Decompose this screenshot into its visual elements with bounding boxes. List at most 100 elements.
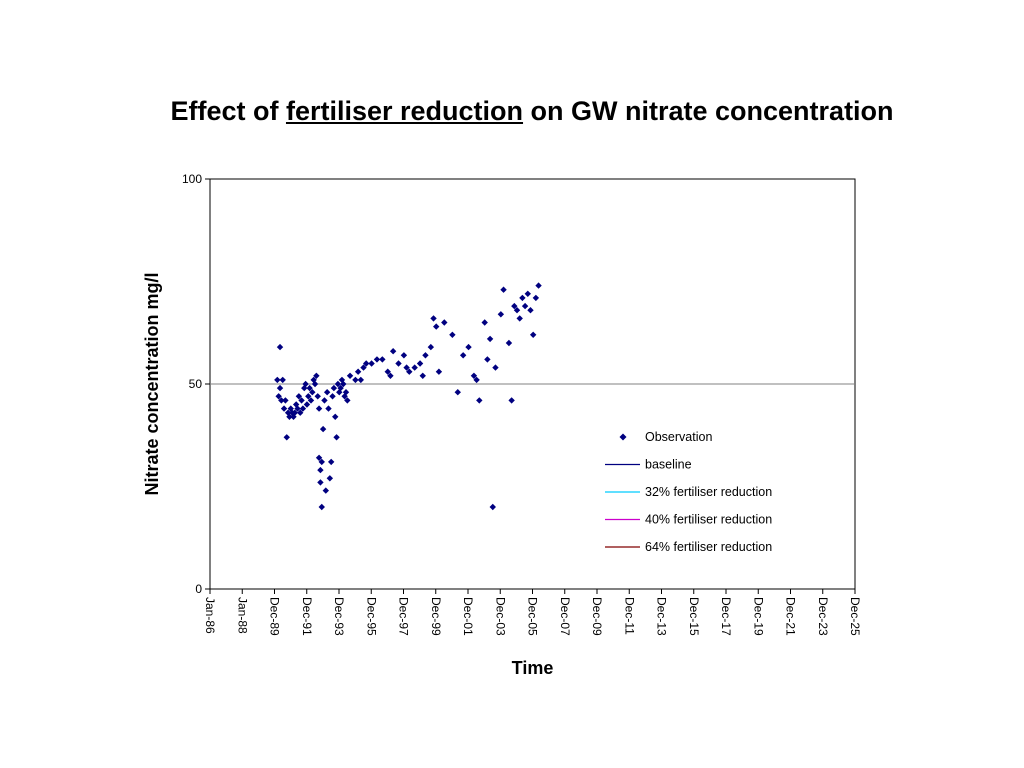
x-tick-label-4: Dec-93 (332, 597, 346, 636)
observation-point-71 (403, 364, 410, 371)
observation-point-29 (311, 380, 319, 388)
observation-point-63 (368, 360, 375, 367)
observation-point-4 (278, 397, 285, 404)
observation-point-46 (330, 384, 338, 392)
observation-point-20 (299, 405, 307, 412)
observation-point-39 (321, 397, 328, 404)
observation-point-42 (325, 405, 332, 412)
observation-point-97 (508, 397, 515, 404)
observation-point-40 (322, 487, 330, 494)
x-tick-label-16: Dec-17 (719, 597, 733, 636)
observation-point-14 (291, 409, 299, 416)
observation-point-102 (521, 302, 529, 310)
observation-point-24 (305, 393, 312, 400)
x-tick-label-1: Jan-88 (235, 597, 249, 634)
observation-point-18 (297, 409, 304, 416)
x-tick-label-8: Dec-01 (461, 597, 475, 636)
observation-point-22 (302, 380, 309, 388)
observation-point-74 (416, 360, 424, 367)
observation-point-83 (454, 389, 461, 396)
observation-point-2 (276, 384, 284, 392)
observation-point-43 (326, 475, 334, 482)
observation-point-45 (329, 393, 336, 400)
observation-point-99 (513, 307, 521, 314)
observation-point-70 (400, 352, 408, 359)
observation-point-33 (315, 454, 323, 461)
observation-point-72 (406, 368, 413, 375)
observation-point-69 (395, 360, 402, 367)
observation-point-1 (275, 393, 282, 400)
observation-point-89 (481, 319, 488, 326)
observation-point-3 (276, 343, 284, 351)
y-tick-label-2: 100 (182, 172, 202, 186)
observation-point-41 (323, 389, 331, 396)
observation-point-53 (340, 380, 347, 388)
observation-point-86 (470, 372, 478, 379)
observation-point-17 (295, 393, 303, 400)
x-tick-label-12: Dec-09 (590, 597, 604, 636)
x-tick-label-10: Dec-05 (526, 597, 540, 636)
observation-point-59 (354, 368, 362, 375)
observation-point-90 (484, 356, 491, 363)
observation-point-106 (532, 294, 540, 302)
title-part-3: on GW nitrate concentration (523, 96, 894, 126)
observation-point-79 (433, 323, 440, 330)
legend-marker-0 (619, 433, 627, 441)
observation-point-75 (419, 372, 426, 379)
x-tick-label-17: Dec-19 (751, 597, 765, 636)
observation-point-8 (283, 434, 290, 441)
x-tick-label-15: Dec-15 (687, 597, 701, 636)
observation-point-76 (422, 352, 429, 359)
observation-point-93 (492, 364, 499, 371)
observation-point-77 (427, 343, 435, 351)
observation-point-56 (344, 397, 351, 404)
legend-label-2: 32% fertiliser reduction (645, 485, 772, 499)
observation-point-31 (314, 393, 321, 400)
observation-point-81 (441, 319, 448, 326)
observation-point-32 (315, 405, 323, 412)
observation-point-100 (516, 315, 523, 322)
y-tick-label-1: 50 (189, 377, 203, 391)
observation-point-57 (346, 372, 354, 379)
observation-point-66 (384, 368, 391, 375)
observation-point-38 (319, 425, 327, 433)
x-tick-label-14: Dec-13 (655, 597, 669, 636)
x-tick-label-3: Dec-91 (300, 597, 314, 636)
x-tick-label-7: Dec-99 (429, 597, 443, 636)
observation-point-25 (306, 384, 313, 392)
x-tick-label-19: Dec-23 (816, 597, 830, 636)
legend-label-3: 40% fertiliser reduction (645, 513, 772, 527)
observation-point-49 (334, 380, 342, 388)
observation-point-7 (282, 397, 289, 404)
observation-point-19 (298, 397, 305, 404)
observation-point-103 (524, 290, 531, 297)
observation-point-107 (535, 282, 542, 289)
observation-point-105 (529, 331, 537, 338)
observation-point-30 (313, 372, 320, 379)
x-tick-label-13: Dec-11 (622, 597, 636, 635)
observation-point-51 (337, 384, 344, 392)
observation-point-64 (373, 356, 381, 363)
observation-point-6 (280, 405, 288, 412)
x-tick-label-20: Dec-25 (848, 597, 862, 636)
observation-point-10 (286, 413, 293, 420)
x-tick-label-2: Dec-89 (268, 597, 282, 636)
observation-point-5 (279, 376, 286, 384)
observation-point-26 (307, 397, 315, 404)
title-part-2-underlined: fertiliser reduction (285, 96, 524, 126)
observation-point-44 (327, 458, 335, 466)
observation-point-61 (360, 364, 367, 371)
observation-point-16 (294, 405, 301, 412)
observation-point-88 (476, 397, 483, 404)
chart-title: Effect of fertiliser reduction on GW nit… (0, 96, 1024, 127)
observation-point-68 (389, 348, 397, 355)
observation-point-95 (500, 286, 507, 293)
x-tick-label-0: Jan-86 (203, 597, 217, 634)
observation-point-82 (449, 331, 456, 338)
observation-point-94 (497, 311, 505, 318)
observation-point-60 (357, 376, 365, 384)
observation-point-48 (333, 434, 340, 441)
observation-point-23 (303, 401, 311, 408)
observation-point-34 (317, 466, 324, 474)
legend-label-4: 64% fertiliser reduction (645, 540, 772, 554)
